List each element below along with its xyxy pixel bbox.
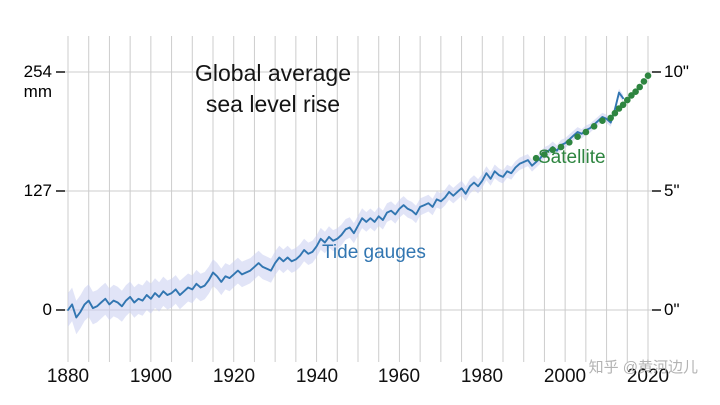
satellite-dot <box>541 151 548 158</box>
satellite-dot <box>599 117 606 124</box>
satellite-dot <box>590 123 598 130</box>
satellite-dot <box>640 78 648 85</box>
y-axis-right-label-0in: 0" <box>664 300 680 319</box>
satellite-label: Satellite <box>538 147 606 168</box>
satellite-dot <box>619 101 627 109</box>
x-label-2020: 2020 <box>626 366 670 387</box>
y-axis-left-unit-mm: mm <box>23 82 52 101</box>
tide-gauges-line <box>67 91 625 319</box>
satellite-dot <box>574 133 581 140</box>
satellite-dot <box>557 143 565 151</box>
satellite-dot <box>632 88 639 95</box>
x-label-1940: 1940 <box>295 366 339 387</box>
tide-gauges-label: Tide gauges <box>322 242 426 263</box>
satellite-dot <box>566 139 573 146</box>
y-axis-right-label-10in: 10" <box>664 62 689 81</box>
satellite-dot <box>611 109 619 117</box>
y-axis-left-label-127: 127 <box>23 181 52 200</box>
watermark: 知乎 @黄河边儿 <box>588 359 698 376</box>
x-label-1880: 1880 <box>46 366 90 387</box>
x-label-1900: 1900 <box>129 366 173 387</box>
y-axis-left-label-0: 0 <box>42 300 52 319</box>
chart-title-line1: Global average <box>195 60 351 86</box>
y-axis-right-label-5in: 5" <box>664 181 680 200</box>
x-label-1960: 1960 <box>377 366 421 387</box>
x-label-1920: 1920 <box>212 366 256 387</box>
chart-title: Global average sea level rise <box>148 58 398 120</box>
y-axis-left-label-254: 254 <box>23 62 52 81</box>
satellite-dot <box>624 96 631 104</box>
satellite-dot <box>644 72 652 79</box>
x-label-1980: 1980 <box>460 366 504 387</box>
satellite-dot <box>636 83 643 91</box>
satellite-dot <box>549 146 556 154</box>
satellite-dot <box>582 128 590 136</box>
satellite-dot <box>607 114 614 122</box>
x-label-2000: 2000 <box>543 366 587 387</box>
chart-title-line2: sea level rise <box>205 91 341 118</box>
satellite-dot <box>532 154 540 162</box>
uncertainty-band <box>68 88 624 335</box>
